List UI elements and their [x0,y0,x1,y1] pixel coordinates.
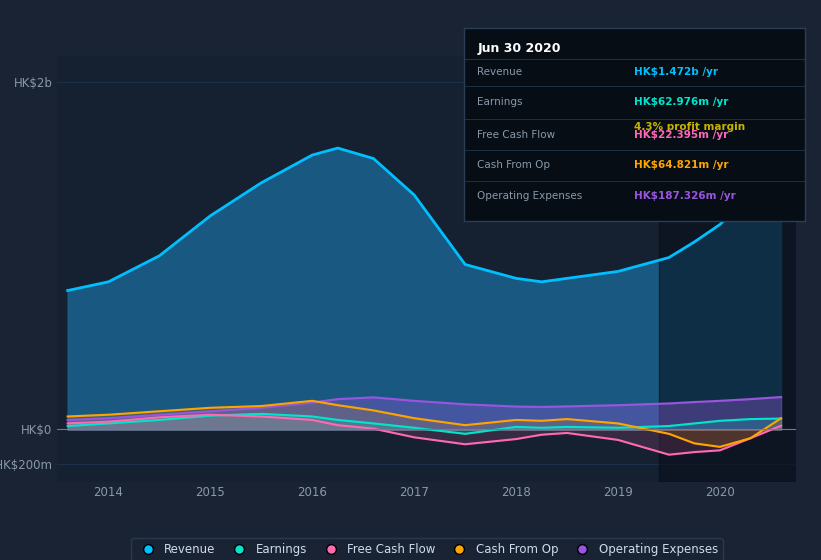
Text: Revenue: Revenue [478,67,523,77]
Text: HK$22.395m /yr: HK$22.395m /yr [635,130,728,140]
Text: HK$1.472b /yr: HK$1.472b /yr [635,67,718,77]
Text: HK$62.976m /yr: HK$62.976m /yr [635,97,728,108]
Text: HK$187.326m /yr: HK$187.326m /yr [635,191,736,201]
Text: Earnings: Earnings [478,97,523,108]
Legend: Revenue, Earnings, Free Cash Flow, Cash From Op, Operating Expenses: Revenue, Earnings, Free Cash Flow, Cash … [131,538,722,560]
Text: Cash From Op: Cash From Op [478,160,551,170]
Text: 4.3% profit margin: 4.3% profit margin [635,123,745,133]
Text: Operating Expenses: Operating Expenses [478,191,583,201]
Text: Jun 30 2020: Jun 30 2020 [478,41,561,54]
Text: Free Cash Flow: Free Cash Flow [478,130,556,140]
Bar [658,56,796,482]
Text: HK$64.821m /yr: HK$64.821m /yr [635,160,729,170]
